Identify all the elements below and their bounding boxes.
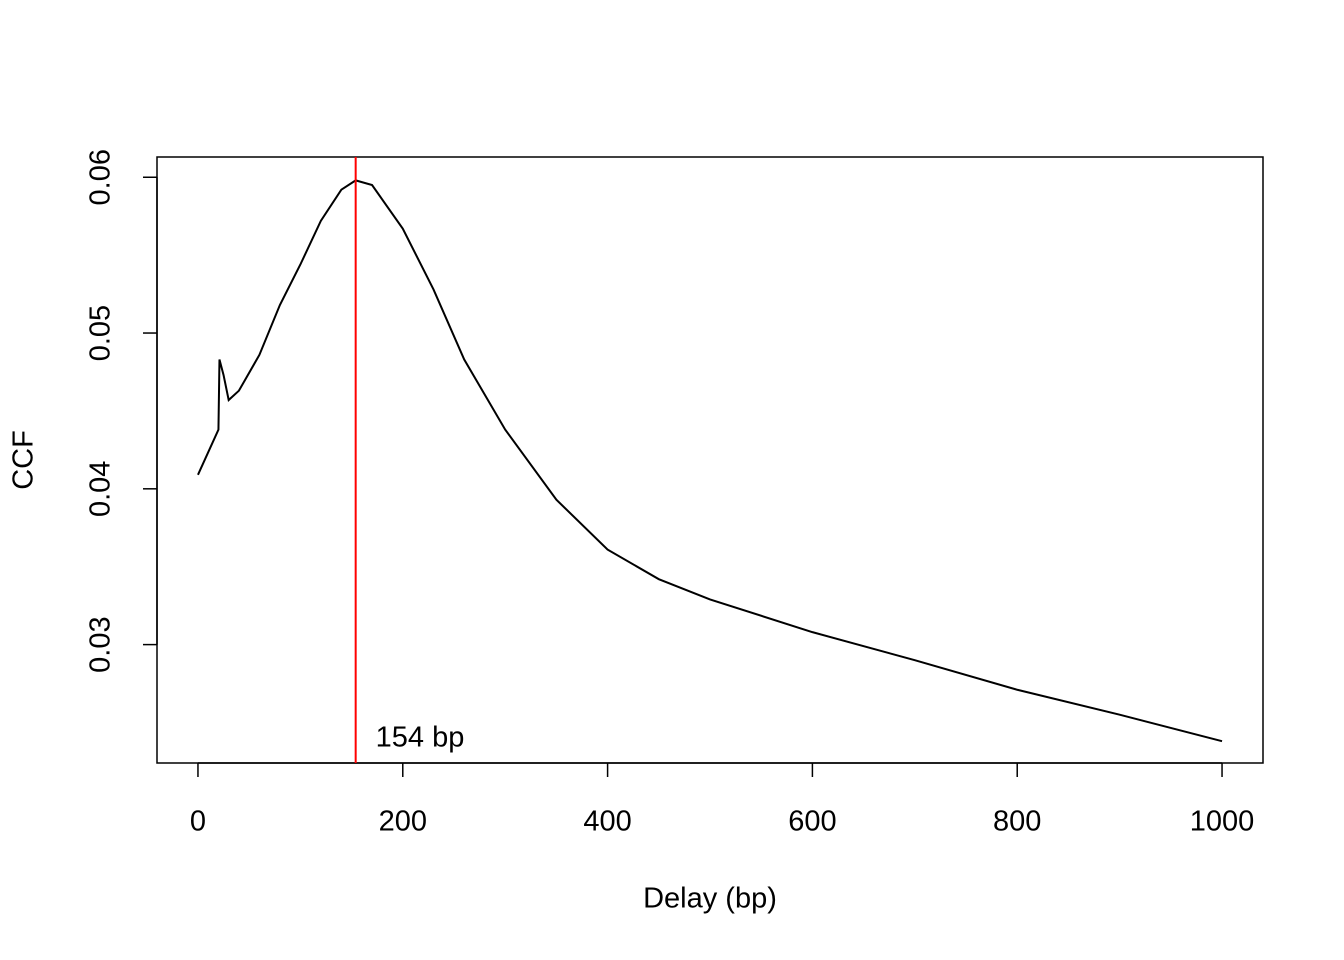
peak-label: 154 bp	[376, 722, 465, 754]
y-tick-label: 0.04	[85, 461, 117, 517]
x-tick-label: 200	[379, 806, 427, 838]
y-axis-label: CCF	[8, 430, 40, 490]
data-line	[197, 179, 1223, 743]
y-tick-label: 0.05	[85, 305, 117, 361]
y-tick-label: 0.06	[85, 149, 117, 205]
x-axis-label: Delay (bp)	[643, 883, 777, 915]
x-tick-label: 400	[583, 806, 631, 838]
plot-box	[156, 156, 1264, 764]
x-tick-label: 0	[190, 806, 206, 838]
x-tick-label: 600	[788, 806, 836, 838]
x-tick-label: 800	[993, 806, 1041, 838]
x-tick-label: 1000	[1190, 806, 1255, 838]
y-tick-label: 0.03	[85, 616, 117, 672]
